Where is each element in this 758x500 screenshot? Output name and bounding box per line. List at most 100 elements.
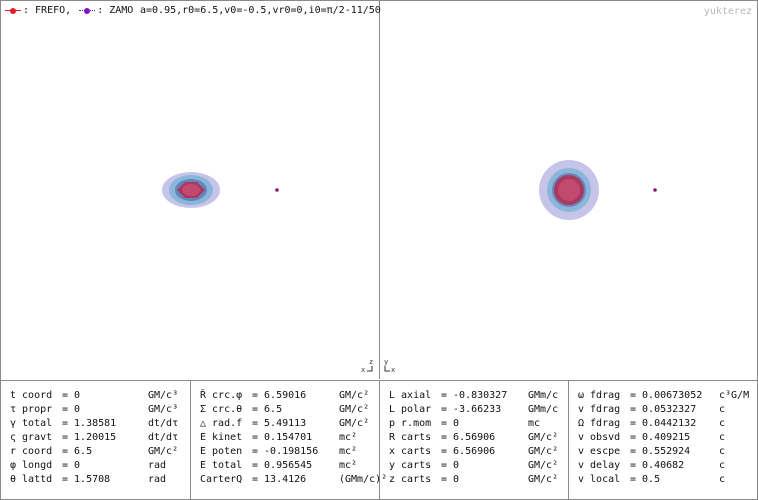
readout-unit: mc²: [339, 432, 358, 443]
readout-row: p r.mom = 0 mc: [380, 417, 569, 431]
readout-value: = 1.20015: [62, 432, 117, 443]
readout-name: z carts: [389, 474, 432, 485]
readout-row: γ total = 1.38581 dt/dτ: [1, 417, 190, 431]
readout-unit: c³G/M: [719, 390, 750, 401]
readout-unit: GM/c²: [339, 390, 370, 401]
readout-name: p r.mom: [389, 418, 432, 429]
readout-column-geometry: Ř crc.φ = 6.59016 GM/c² Σ crc.θ = 6.5 GM/c² △ …: [190, 381, 387, 500]
readout-name: v fdrag: [578, 404, 621, 415]
readout-unit: GM/c³: [148, 390, 179, 401]
readout-unit: dt/dτ: [148, 418, 179, 429]
readout-unit: rad: [148, 474, 167, 485]
readout-row: φ longd = 0 rad: [1, 459, 190, 473]
readout-name: ς gravt: [10, 432, 53, 443]
readout-value: = 1.38581: [62, 418, 117, 429]
readout-name: L polar: [389, 404, 432, 415]
readout-row: τ propr = 0 GM/c³: [1, 403, 190, 417]
readout-row: L axial = -0.830327 GMm/c: [380, 389, 569, 403]
readout-name: E poten: [200, 446, 243, 457]
readout-name: CarterQ: [200, 474, 243, 485]
readout-row: ς gravt = 1.20015 dt/dτ: [1, 431, 190, 445]
readout-name: φ longd: [10, 460, 53, 471]
legend-frefo-label: : FREFO,: [23, 5, 72, 16]
readout-row: v escpe = 0.552924 c: [569, 445, 758, 459]
readout-unit: GM/c²: [339, 418, 370, 429]
readout-value: = 6.5: [252, 404, 283, 415]
readout-name: v obsvd: [578, 432, 621, 443]
readout-unit: dt/dτ: [148, 432, 179, 443]
side-view-canvas: [162, 172, 279, 208]
readout-row: z carts = 0 GM/c²: [380, 473, 569, 487]
readout-name: E total: [200, 460, 243, 471]
readout-row: ω fdrag = 0.00673052 c³G/M: [569, 389, 758, 403]
frefo-legend-symbol: [5, 6, 21, 16]
particle-top: [653, 188, 657, 192]
readout-value: = 0: [62, 390, 81, 401]
simulation-parameters: a=0.95,r0=6.5,v0=-0.5,vr0=0,i0=π/2-11/50: [140, 5, 381, 16]
readout-row: t coord = 0 GM/c³: [1, 389, 190, 403]
legend-zamo-label: : ZAMO: [97, 5, 134, 16]
readout-name: E kinet: [200, 432, 243, 443]
zamo-legend-symbol: [79, 6, 96, 16]
legend: : FREFO, : ZAMO: [5, 5, 133, 17]
readout-unit: GMm/c: [528, 404, 559, 415]
readout-value: = 6.59016: [252, 390, 307, 401]
readout-name: ω fdrag: [578, 390, 621, 401]
readout-column-time: t coord = 0 GM/c³ τ propr = 0 GM/c³ γ total = 1…: [1, 381, 190, 500]
readout-name: x carts: [389, 446, 432, 457]
readout-unit: c: [719, 404, 726, 415]
readout-unit: GM/c²: [528, 432, 559, 443]
readout-row: v local = 0.5 c: [569, 473, 758, 487]
readout-row: y carts = 0 GM/c²: [380, 459, 569, 473]
readout-unit: GM/c²: [528, 446, 559, 457]
readout-name: R carts: [389, 432, 432, 443]
readout-name: t coord: [10, 390, 53, 401]
readout-unit: GM/c³: [148, 404, 179, 415]
readout-row: v fdrag = 0.0532327 c: [569, 403, 758, 417]
readout-name: Σ crc.θ: [200, 404, 243, 415]
readout-row: CarterQ = 13.4126 (GMm/c)²: [191, 473, 387, 487]
readout-row: R carts = 6.56906 GM/c²: [380, 431, 569, 445]
readout-unit: c: [719, 474, 726, 485]
readout-value: = 0: [441, 474, 460, 485]
readout-table: t coord = 0 GM/c³ τ propr = 0 GM/c³ γ total = 1…: [1, 380, 757, 500]
readout-value: = 6.56906: [441, 446, 496, 457]
readout-value: = 6.56906: [441, 432, 496, 443]
readout-value: = 0.40682: [630, 460, 685, 471]
readout-unit: GM/c²: [148, 446, 179, 457]
y-axis-label: y: [384, 358, 389, 366]
horizon-core-side: [182, 184, 200, 196]
readout-unit: mc²: [339, 446, 358, 457]
horizon-core-top: [558, 179, 580, 201]
readout-row: L polar = -3.66233 GMm/c: [380, 403, 569, 417]
readout-name: Ř crc.φ: [200, 390, 243, 401]
readout-column-momentum: L axial = -0.830327 GMm/c L polar = -3.66233…: [379, 381, 569, 500]
readout-name: L axial: [389, 390, 432, 401]
readout-name: θ lattd: [10, 474, 53, 485]
readout-name: τ propr: [10, 404, 53, 415]
readout-name: △ rad.f: [200, 418, 243, 429]
top-view-pane[interactable]: yukterez y x: [380, 1, 757, 379]
readout-unit: c: [719, 446, 726, 457]
readout-row: Σ crc.θ = 6.5 GM/c²: [191, 403, 380, 417]
top-view-canvas: [539, 160, 657, 220]
readout-name: r coord: [10, 446, 53, 457]
x-axis-label-right: x: [391, 366, 396, 374]
readout-row: v obsvd = 0.409215 c: [569, 431, 758, 445]
readout-row: E poten = -0.198156 mc²: [191, 445, 380, 459]
readout-value: = -0.198156: [252, 446, 319, 457]
side-view-pane[interactable]: : FREFO, : ZAMO a=0.95,r0=6.5,v0=-0.5,vr…: [1, 1, 381, 379]
readout-value: = 0.552924: [630, 446, 691, 457]
readout-row: θ lattd = 1.5708 rad: [1, 473, 190, 487]
readout-value: = 0: [62, 460, 81, 471]
readout-value: = 0.956545: [252, 460, 313, 471]
readout-column-velocity: ω fdrag = 0.00673052 c³G/M v fdrag = 0.05323…: [568, 381, 758, 500]
readout-unit: GMm/c: [528, 390, 559, 401]
readout-value: = 1.5708: [62, 474, 111, 485]
readout-value: = 0.5: [630, 474, 661, 485]
readout-row: x carts = 6.56906 GM/c²: [380, 445, 569, 459]
readout-unit: GM/c²: [528, 460, 559, 471]
readout-row: E kinet = 0.154701 mc²: [191, 431, 380, 445]
readout-row: v delay = 0.40682 c: [569, 459, 758, 473]
